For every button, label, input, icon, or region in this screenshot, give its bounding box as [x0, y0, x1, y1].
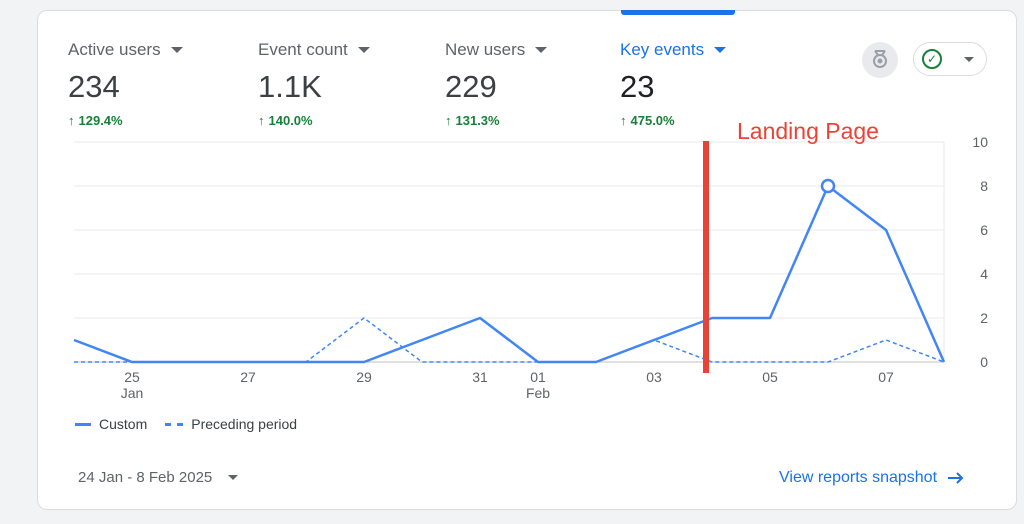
- metric-value: 234: [68, 69, 120, 104]
- metric-value: 229: [445, 69, 497, 104]
- chevron-down-icon: [964, 56, 974, 62]
- metric-change: 129.4%: [78, 113, 123, 128]
- legend-item-preceding[interactable]: Preceding period: [165, 416, 297, 432]
- x-tick-label: 31: [472, 369, 488, 385]
- caret-down-icon: [228, 475, 239, 480]
- metric-value: 1.1K: [258, 69, 322, 104]
- metric-label: Active users: [68, 40, 161, 59]
- check-circle-icon: ✓: [922, 49, 942, 69]
- arrow-up-icon: ↑: [258, 113, 265, 128]
- x-tick-label: 07: [878, 369, 894, 385]
- caret-down-icon: [170, 47, 183, 53]
- x-tick-label: 27: [240, 369, 256, 385]
- metric-label: New users: [445, 40, 526, 59]
- snapshot-link-label: View reports snapshot: [779, 469, 938, 486]
- metric-label: Event count: [258, 40, 348, 59]
- annotation-label: Landing Page: [737, 118, 879, 144]
- metric-new-users[interactable]: New users 229 ↑ 131.3%: [445, 40, 548, 128]
- series-line-preceding: [74, 317, 945, 363]
- view-reports-snapshot-link[interactable]: View reports snapshot: [779, 469, 965, 487]
- caret-down-icon: [714, 47, 727, 53]
- award-ribbon-icon[interactable]: [862, 42, 898, 78]
- metric-change: 140.0%: [268, 113, 313, 128]
- date-range-selector[interactable]: 24 Jan - 8 Feb 2025: [78, 469, 239, 486]
- y-tick-label: 4: [980, 266, 988, 282]
- y-tick-label: 0: [980, 354, 988, 370]
- legend-item-custom[interactable]: Custom: [75, 416, 147, 432]
- x-tick-label: 25: [124, 369, 140, 385]
- chart-legend: Custom Preceding period: [75, 416, 297, 432]
- highlight-point: [820, 178, 836, 194]
- annotation-marker-line: [703, 141, 709, 373]
- legend-label: Custom: [99, 416, 148, 432]
- report-card: [37, 10, 1017, 510]
- active-tab-indicator: [621, 10, 735, 15]
- metric-change: 131.3%: [455, 113, 500, 128]
- metric-active-users[interactable]: Active users 234 ↑ 129.4%: [68, 40, 183, 128]
- caret-down-icon: [357, 47, 370, 53]
- solid-line-swatch: [75, 422, 91, 426]
- arrow-up-icon: ↑: [68, 113, 75, 128]
- y-tick-label: 6: [980, 222, 988, 238]
- metric-change: 475.0%: [630, 113, 675, 128]
- caret-down-icon: [535, 47, 548, 53]
- legend-label: Preceding period: [191, 416, 298, 432]
- dashed-line-swatch: [165, 422, 184, 426]
- x-tick-label: 03: [646, 369, 662, 385]
- status-dropdown-button[interactable]: ✓: [913, 42, 987, 76]
- arrow-up-icon: ↑: [620, 113, 627, 128]
- y-tick-label: 8: [980, 178, 988, 194]
- arrow-right-icon: [948, 472, 964, 484]
- y-tick-label: 10: [972, 134, 988, 150]
- x-tick-sublabel: Feb: [526, 385, 550, 401]
- metric-label: Key events: [620, 40, 705, 59]
- date-range-label: 24 Jan - 8 Feb 2025: [78, 469, 213, 486]
- metric-event-count[interactable]: Event count 1.1K ↑ 140.0%: [258, 40, 370, 128]
- x-tick-sublabel: Jan: [121, 385, 144, 401]
- x-tick-label: 05: [762, 369, 778, 385]
- metric-value: 23: [620, 69, 655, 104]
- x-tick-label: 01: [530, 369, 546, 385]
- metric-key-events[interactable]: Key events 23 ↑ 475.0%: [620, 40, 727, 128]
- series-line-custom: [73, 184, 946, 364]
- y-tick-label: 2: [980, 310, 988, 326]
- x-tick-label: 29: [356, 369, 372, 385]
- arrow-up-icon: ↑: [445, 113, 452, 128]
